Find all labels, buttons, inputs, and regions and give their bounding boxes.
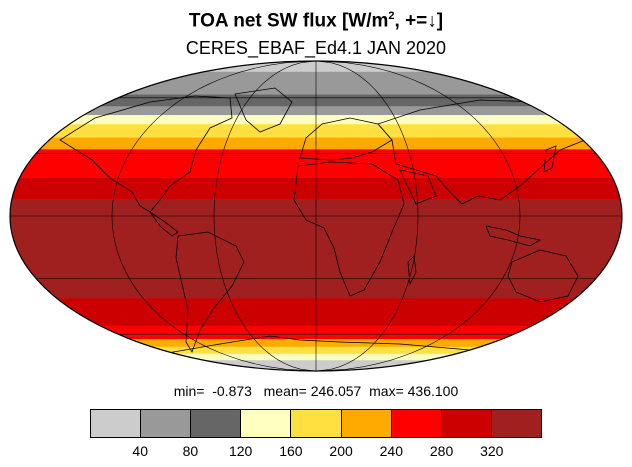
colorbar-tick-label: 200 <box>329 443 353 459</box>
madagascar-outline <box>407 255 417 286</box>
colorbar-tick-label: 40 <box>132 443 149 459</box>
colorbar-tick-label: 80 <box>182 443 199 459</box>
max-label: max= <box>369 383 404 399</box>
chart-subtitle: CERES_EBAF_Ed4.1 JAN 2020 <box>185 38 447 58</box>
colorbar-tick-label: 240 <box>379 443 404 459</box>
japan-outline <box>543 145 557 173</box>
min-label: min= <box>173 383 205 399</box>
arabia-outline <box>399 169 437 205</box>
colorbar-tick-label: 160 <box>279 443 303 459</box>
chart-title: TOA net SW flux [W/m2, +=↓] <box>188 10 444 32</box>
colorbar-swatch-2 <box>191 410 242 437</box>
colorbar-tick-label: 320 <box>480 443 504 459</box>
colorbar-swatch-4 <box>291 410 342 437</box>
meridian-line <box>213 61 317 371</box>
colorbar-swatch-1 <box>141 410 192 437</box>
mean-value: 246.057 <box>310 383 362 399</box>
statistics-line: min= -0.873 mean= 246.057 max= 436.100 <box>0 383 632 399</box>
colorbar <box>90 409 542 438</box>
meridian-line <box>315 61 419 371</box>
indonesia-outline <box>485 225 542 247</box>
colorbar-swatch-5 <box>341 410 392 437</box>
max-value: 436.100 <box>407 383 459 399</box>
greenland-outline <box>234 87 293 133</box>
central-america-outline <box>149 211 179 237</box>
colorbar-labels: 40 80 120 160 200 240 280 320 <box>0 443 632 463</box>
colorbar-tick-label: 280 <box>429 443 454 459</box>
new-zealand-outline <box>587 299 601 321</box>
colorbar-swatch-0 <box>91 410 142 437</box>
globe-outline <box>9 60 623 372</box>
colorbar-tick-label: 120 <box>228 443 253 459</box>
australia-outline <box>507 249 579 303</box>
africa-outline <box>293 161 405 297</box>
colorbar-swatch-6 <box>391 410 442 437</box>
colorbar-swatch-8 <box>491 410 541 437</box>
south-america-outline <box>175 231 245 353</box>
min-value: -0.873 <box>212 383 252 399</box>
colorbar-swatch-7 <box>441 410 492 437</box>
meridian-line <box>111 61 317 371</box>
graticule <box>10 61 622 371</box>
meridian-line <box>315 61 521 371</box>
mean-label: mean= <box>263 383 307 399</box>
colorbar-swatch-3 <box>241 410 292 437</box>
antarctica-outline <box>149 335 481 371</box>
